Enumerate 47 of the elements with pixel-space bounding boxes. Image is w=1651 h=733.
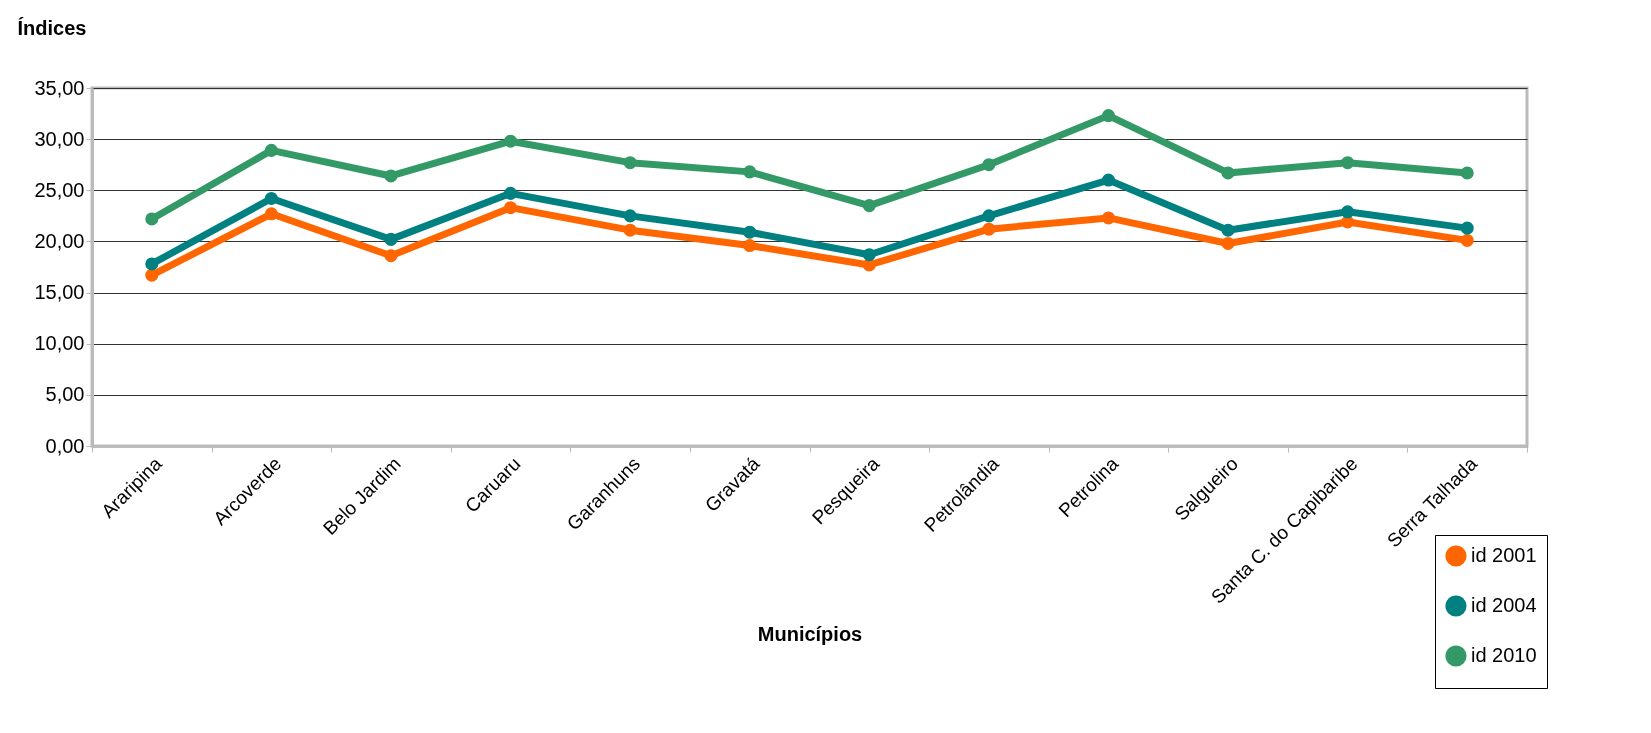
- point: [623, 156, 637, 170]
- y-tick-label: 15,00: [34, 281, 85, 304]
- point: [145, 257, 159, 271]
- point: [862, 248, 876, 262]
- point: [1221, 236, 1235, 250]
- point: [1101, 109, 1115, 123]
- point: [1221, 166, 1235, 180]
- point: [264, 207, 278, 221]
- point: [1101, 173, 1115, 187]
- point: [1460, 233, 1474, 247]
- y-tick-label: 25,00: [34, 178, 85, 201]
- point: [384, 169, 398, 183]
- point: [264, 191, 278, 205]
- point: [1101, 211, 1115, 225]
- point: [743, 239, 757, 253]
- legend-label: id 2010: [1471, 644, 1537, 666]
- point: [504, 186, 518, 200]
- y-tick-label: 5,00: [45, 383, 85, 406]
- x-axis-title: Municípios: [757, 622, 863, 645]
- point: [1460, 166, 1474, 180]
- y-tick-label: 20,00: [34, 229, 85, 252]
- point: [145, 212, 159, 226]
- point: [623, 209, 637, 223]
- point: [1341, 156, 1355, 170]
- point: [384, 249, 398, 263]
- point: [1221, 223, 1235, 237]
- point: [264, 143, 278, 157]
- legend-label: id 2001: [1471, 544, 1537, 566]
- point: [743, 165, 757, 179]
- y-tick-label: 10,00: [34, 332, 85, 355]
- point: [504, 201, 518, 215]
- legend-label: id 2004: [1471, 594, 1537, 616]
- point: [504, 134, 518, 148]
- y-tick-label: 30,00: [34, 127, 85, 150]
- point: [982, 209, 996, 223]
- point: [982, 222, 996, 236]
- point: [982, 158, 996, 172]
- point: [1460, 221, 1474, 235]
- point: [1341, 205, 1355, 219]
- point: [145, 268, 159, 282]
- point: [743, 225, 757, 239]
- y-tick-label: 35,00: [34, 76, 85, 99]
- point: [384, 232, 398, 246]
- point: [862, 199, 876, 213]
- point: [623, 223, 637, 237]
- y-axis-title: Índices: [17, 16, 87, 39]
- y-tick-label: 0,00: [45, 434, 85, 457]
